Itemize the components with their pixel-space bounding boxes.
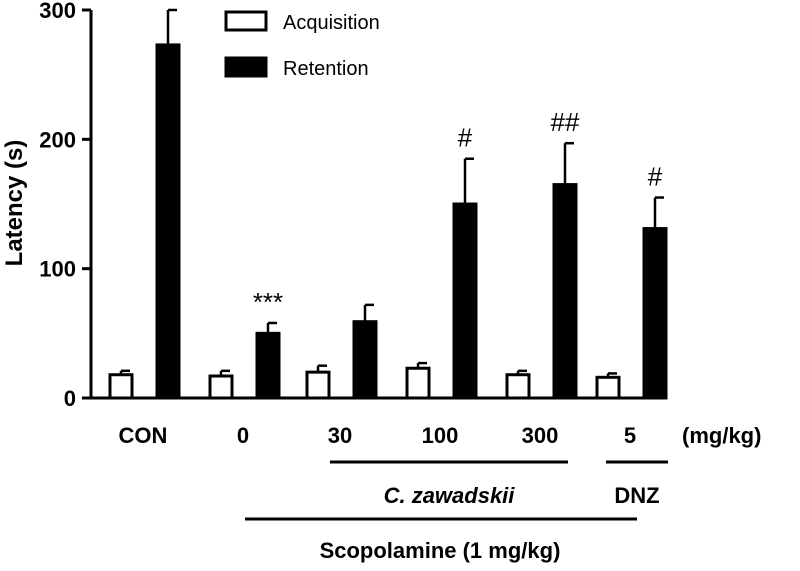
bar-retention [642, 227, 668, 400]
bar-retention [255, 331, 281, 400]
legend-label-retention: Retention [283, 58, 369, 80]
legend-swatch-retention [224, 56, 268, 78]
category-label: 30 [328, 423, 352, 448]
bar-acquisition [208, 374, 234, 400]
significance-label: # [648, 162, 663, 192]
y-tick-label: 0 [64, 386, 76, 411]
y-axis-ticks: 0 100 200 300 [39, 0, 91, 411]
category-label: 0 [237, 423, 249, 448]
c-zawadskii-label: C. zawadskii [384, 483, 516, 508]
significance-label: # [458, 123, 473, 153]
dnz-label: DNZ [614, 483, 659, 508]
category-labels: CON 0 30 100 300 5 [119, 423, 637, 448]
significance-label: ## [551, 107, 580, 137]
bar-acquisition [505, 373, 531, 400]
bar-retention [155, 43, 181, 400]
bar-acquisition [108, 373, 134, 400]
y-tick-label: 300 [39, 0, 76, 23]
category-label: 300 [522, 423, 559, 448]
category-label: 100 [422, 423, 459, 448]
bar-retention [552, 183, 578, 400]
bar-acquisition [405, 366, 431, 400]
category-label: 5 [624, 423, 636, 448]
bar-acquisition [595, 375, 621, 400]
legend-swatch-acquisition [224, 10, 268, 32]
unit-label: (mg/kg) [682, 423, 761, 448]
y-tick-label: 200 [39, 127, 76, 152]
bar-retention [452, 202, 478, 400]
legend: Acquisition Retention [224, 10, 380, 80]
bars: ***#### [108, 8, 668, 400]
bar-acquisition [305, 370, 331, 400]
significance-label: *** [253, 287, 283, 317]
scopolamine-label: Scopolamine (1 mg/kg) [320, 538, 561, 563]
legend-label-acquisition: Acquisition [283, 12, 380, 34]
category-label: CON [119, 423, 168, 448]
bar-retention [352, 320, 378, 400]
y-axis-title: Latency (s) [1, 140, 28, 267]
y-tick-label: 100 [39, 257, 76, 282]
